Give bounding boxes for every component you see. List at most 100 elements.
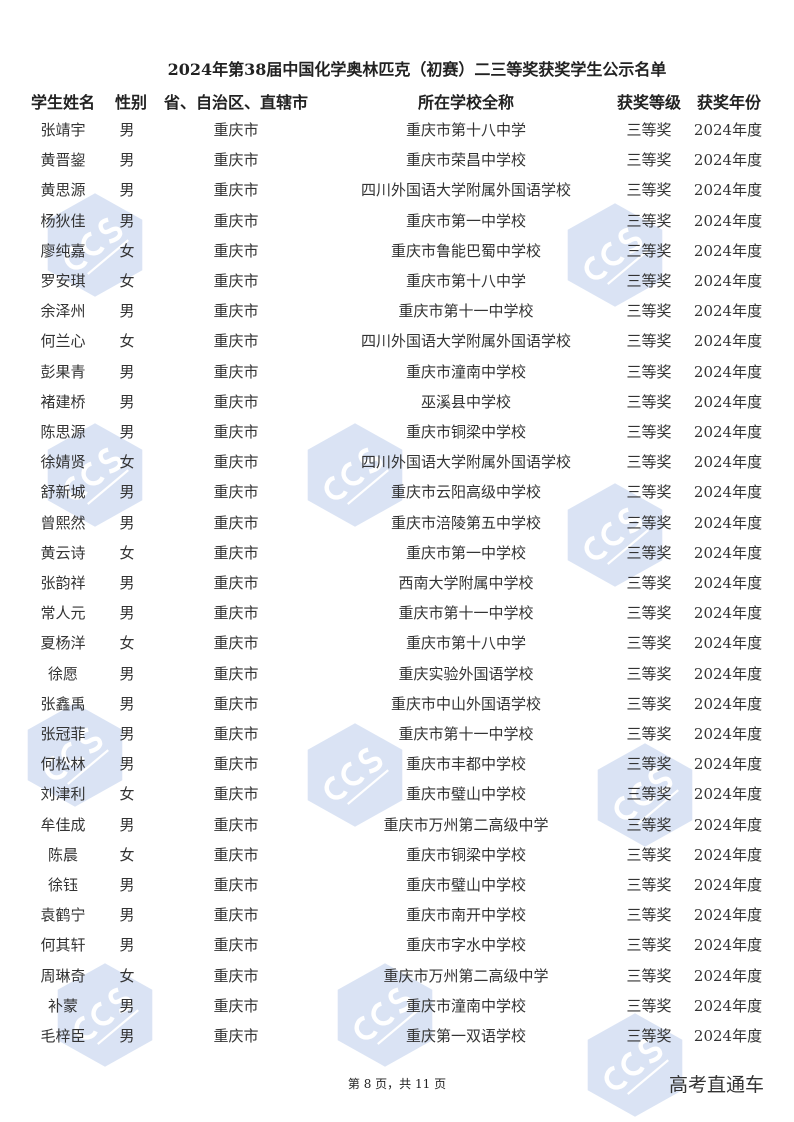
cell-school: 重庆市铜梁中学校 bbox=[405, 423, 527, 441]
cell-name: 张冠菲 bbox=[40, 725, 86, 743]
cell-name: 褚建桥 bbox=[40, 392, 86, 411]
cell-year: 2024年度 bbox=[693, 302, 763, 321]
cell-province: 重庆市 bbox=[213, 241, 259, 260]
cell-award: 三等奖 bbox=[626, 634, 672, 653]
header-gender: 性别 bbox=[114, 93, 148, 112]
cell-gender: 女 bbox=[119, 966, 135, 985]
cell-gender: 男 bbox=[119, 936, 135, 955]
cell-award: 三等奖 bbox=[626, 755, 672, 774]
cell-year: 2024年度 bbox=[693, 906, 763, 925]
cell-province: 重庆市 bbox=[213, 483, 259, 502]
cell-award: 三等奖 bbox=[626, 151, 672, 170]
cell-province: 重庆市 bbox=[213, 755, 259, 774]
cell-school: 巫溪县中学校 bbox=[420, 392, 512, 411]
cell-province: 重庆市 bbox=[213, 725, 259, 743]
cell-gender: 男 bbox=[119, 996, 135, 1015]
cell-name: 张靖宇 bbox=[40, 121, 86, 139]
cell-gender: 男 bbox=[119, 574, 135, 592]
cell-year: 2024年度 bbox=[693, 513, 763, 532]
cell-award: 三等奖 bbox=[626, 815, 672, 834]
cell-award: 三等奖 bbox=[626, 483, 672, 502]
header-year: 获奖年份 bbox=[696, 93, 762, 112]
cell-school: 西南大学附属中学校 bbox=[398, 574, 534, 592]
cell-school: 重庆市璧山中学校 bbox=[405, 785, 527, 804]
cell-province: 重庆市 bbox=[213, 574, 259, 592]
cell-gender: 男 bbox=[119, 906, 135, 925]
cell-gender: 女 bbox=[119, 272, 135, 290]
cell-gender: 男 bbox=[119, 181, 135, 200]
cell-year: 2024年度 bbox=[693, 151, 763, 170]
cell-name: 彭果青 bbox=[40, 362, 86, 381]
cell-year: 2024年度 bbox=[693, 423, 763, 441]
cell-name: 常人元 bbox=[40, 604, 86, 623]
cell-province: 重庆市 bbox=[213, 876, 259, 894]
cell-province: 重庆市 bbox=[213, 423, 259, 441]
cell-school: 重庆市万州第二高级中学 bbox=[383, 815, 549, 834]
cell-year: 2024年度 bbox=[693, 483, 763, 502]
cell-school: 重庆市第十八中学 bbox=[405, 272, 527, 290]
cell-school: 重庆市潼南中学校 bbox=[405, 996, 527, 1015]
cell-year: 2024年度 bbox=[693, 181, 763, 200]
cell-school: 重庆市第十一中学校 bbox=[398, 604, 534, 623]
cell-award: 三等奖 bbox=[626, 845, 672, 864]
cell-school: 重庆市第十八中学 bbox=[405, 121, 527, 139]
cell-school: 重庆市万州第二高级中学 bbox=[383, 966, 549, 985]
cell-name: 袁鹤宁 bbox=[40, 906, 86, 925]
cell-school: 四川外国语大学附属外国语学校 bbox=[360, 181, 572, 200]
cell-school: 重庆市涪陵第五中学校 bbox=[390, 513, 542, 532]
cell-name: 周琳奇 bbox=[40, 966, 86, 985]
cell-year: 2024年度 bbox=[693, 996, 763, 1015]
cell-school: 重庆市第一中学校 bbox=[405, 211, 527, 230]
cell-province: 重庆市 bbox=[213, 543, 259, 562]
cell-province: 重庆市 bbox=[213, 966, 259, 985]
cell-school: 重庆市丰都中学校 bbox=[405, 755, 527, 774]
cell-award: 三等奖 bbox=[626, 272, 672, 290]
cell-gender: 男 bbox=[119, 725, 135, 743]
cell-school: 重庆市璧山中学校 bbox=[405, 876, 527, 894]
cell-province: 重庆市 bbox=[213, 1027, 259, 1045]
cell-name: 毛梓臣 bbox=[40, 1027, 86, 1045]
cell-province: 重庆市 bbox=[213, 996, 259, 1015]
cell-province: 重庆市 bbox=[213, 604, 259, 623]
cell-year: 2024年度 bbox=[693, 845, 763, 864]
cell-name: 夏杨洋 bbox=[40, 634, 86, 653]
cell-year: 2024年度 bbox=[693, 634, 763, 653]
cell-province: 重庆市 bbox=[213, 121, 259, 139]
cell-gender: 男 bbox=[119, 211, 135, 230]
cell-school: 重庆市第十一中学校 bbox=[398, 302, 534, 321]
cell-name: 徐愿 bbox=[47, 664, 79, 683]
cell-year: 2024年度 bbox=[693, 543, 763, 562]
cell-year: 2024年度 bbox=[693, 272, 763, 290]
cell-province: 重庆市 bbox=[213, 694, 259, 713]
cell-school: 重庆实验外国语学校 bbox=[398, 664, 534, 683]
cell-award: 三等奖 bbox=[626, 543, 672, 562]
brand-watermark: 高考直通车 bbox=[668, 1074, 764, 1096]
cell-name: 余泽州 bbox=[40, 302, 86, 321]
page-title: 2024年第38届中国化学奥林匹克（初赛）二三等奖获奖学生公示名单 bbox=[167, 60, 667, 79]
cell-award: 三等奖 bbox=[626, 181, 672, 200]
cell-name: 徐钰 bbox=[47, 876, 79, 894]
cell-province: 重庆市 bbox=[213, 181, 259, 200]
cell-province: 重庆市 bbox=[213, 151, 259, 170]
cell-province: 重庆市 bbox=[213, 845, 259, 864]
cell-gender: 男 bbox=[119, 362, 135, 381]
cell-gender: 女 bbox=[119, 332, 135, 351]
cell-name: 黄晋鋆 bbox=[40, 151, 86, 170]
cell-province: 重庆市 bbox=[213, 302, 259, 321]
cell-gender: 男 bbox=[119, 513, 135, 532]
cell-year: 2024年度 bbox=[693, 211, 763, 230]
header-province: 省、自治区、直辖市 bbox=[163, 93, 309, 112]
cell-school: 重庆市潼南中学校 bbox=[405, 362, 527, 381]
cell-award: 三等奖 bbox=[626, 1027, 672, 1045]
cell-award: 三等奖 bbox=[626, 332, 672, 351]
cell-gender: 女 bbox=[119, 453, 135, 472]
header-award: 获奖等级 bbox=[616, 93, 682, 112]
cell-name: 刘津利 bbox=[40, 785, 86, 804]
cell-award: 三等奖 bbox=[626, 725, 672, 743]
cell-gender: 男 bbox=[119, 302, 135, 321]
cell-gender: 男 bbox=[119, 423, 135, 441]
cell-year: 2024年度 bbox=[693, 241, 763, 260]
cell-name: 曾熙然 bbox=[40, 513, 86, 532]
cell-gender: 男 bbox=[119, 815, 135, 834]
cell-award: 三等奖 bbox=[626, 936, 672, 955]
